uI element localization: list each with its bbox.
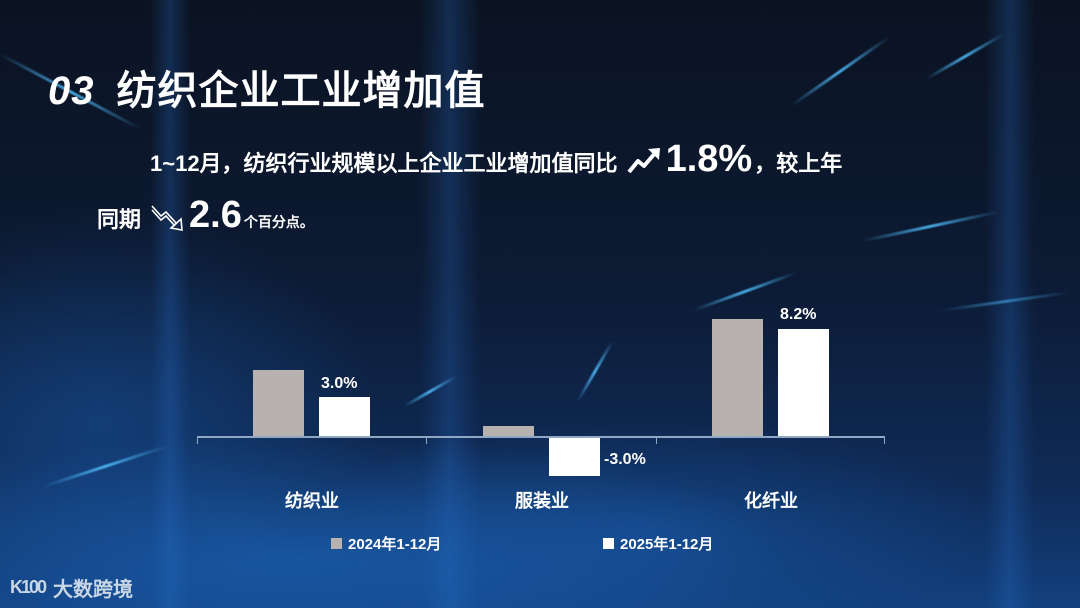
category-label: 化纤业 [744,491,798,511]
bar-2024-apparel [483,426,534,436]
bar-2025-textile [319,397,370,436]
trend-down-arrow-icon [151,205,183,231]
light-beam [420,0,480,608]
decline-value: 2.6 [189,194,242,236]
page-title: 03 纺织企业工业增加值 [48,58,486,116]
summary-text: 1~12月，纺织行业规模以上企业工业增加值同比 [150,151,618,176]
section-number: 03 [48,69,95,113]
bar-2024-textile [253,370,304,436]
category-label: 服装业 [515,491,569,511]
summary-line-1: 1~12月，纺织行业规模以上企业工业增加值同比 1.8% ，较上年 [150,140,842,178]
light-beam [150,0,190,608]
bar-2025-chemical-fiber [778,329,829,436]
axis-tick [884,436,885,444]
legend-item-2025: 2025年1-12月 [603,533,713,554]
summary-text: 同期 [97,207,142,232]
brand-logo: K100 大数跨境 [10,573,133,602]
data-label: 3.0% [321,375,358,392]
legend-swatch [331,538,342,549]
axis-tick [197,436,198,444]
legend-label: 2025年1-12月 [620,536,714,553]
x-axis [197,436,885,438]
legend-label: 2024年1-12月 [348,536,442,553]
title-text: 纺织企业工业增加值 [116,69,486,113]
logo-mark-icon: K100 [10,577,47,597]
data-label: 8.2% [780,306,817,323]
axis-tick [426,436,427,444]
summary-line-2: 同期 2.6 个百分点。 [97,196,314,234]
category-label: 纺织业 [285,491,339,511]
summary-text: 个百分点。 [243,214,314,230]
axis-tick [656,436,657,444]
logo-text: 大数跨境 [53,579,134,601]
legend-item-2024: 2024年1-12月 [331,533,441,554]
bar-2025-apparel [549,437,600,476]
data-label: -3.0% [604,451,646,468]
legend-swatch [603,538,614,549]
bar-2024-chemical-fiber [712,319,763,436]
growth-value: 1.8% [665,138,753,180]
summary-text: ，较上年 [754,151,843,176]
trend-up-arrow-icon [627,148,660,174]
